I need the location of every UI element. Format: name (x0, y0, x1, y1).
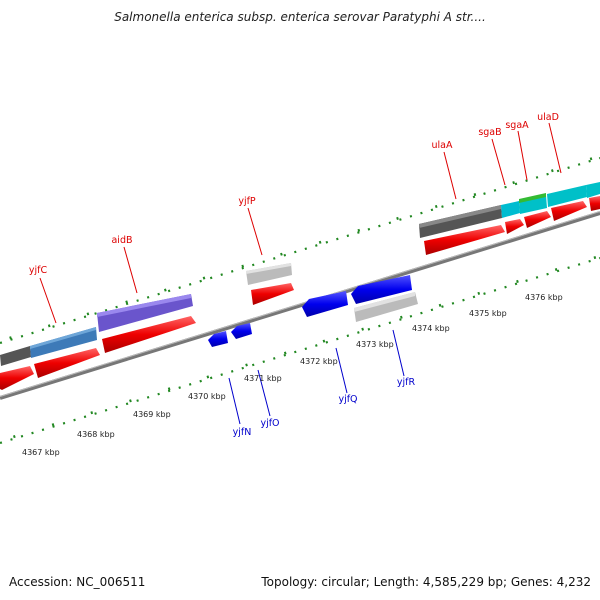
scale-label: 4376 kbp (525, 293, 563, 302)
gene-label-ulaA[interactable]: ulaA (432, 140, 453, 151)
cds-arrow-blue[interactable] (208, 331, 228, 347)
cds-arrow-red[interactable] (589, 196, 600, 211)
gene-block-grey-left[interactable] (0, 346, 31, 366)
cds-arrow-red[interactable] (505, 219, 524, 234)
scale-label: 4371 kbp (244, 374, 282, 383)
gene-label-yjfN[interactable]: yjfN (233, 427, 252, 438)
cds-arrow-red[interactable] (424, 225, 505, 255)
scale-label: 4369 kbp (133, 410, 171, 419)
gene-label-sgaA[interactable]: sgaA (505, 120, 529, 131)
accession-text: Accession: NC_006511 (9, 575, 146, 589)
gene-block-yjfC[interactable] (30, 327, 97, 358)
gene-block-yjfR-grey[interactable] (354, 292, 418, 322)
scale-label: 4368 kbp (77, 430, 115, 439)
gene-label-sgaB[interactable]: sgaB (478, 127, 501, 138)
cds-arrow-red[interactable] (0, 366, 34, 390)
scale-labels: 4367 kbp 4368 kbp 4369 kbp 4370 kbp 4371… (22, 293, 563, 457)
reverse-cds-track (208, 275, 412, 347)
scale-track-upper (0, 154, 600, 345)
gene-block-sgaB[interactable] (501, 201, 520, 218)
cds-arrow-red[interactable] (251, 283, 294, 305)
scale-track-lower (0, 254, 600, 445)
gene-block-yjfP-grey[interactable] (246, 263, 292, 285)
scale-label: 4375 kbp (469, 309, 507, 318)
forward-cds-track (0, 196, 600, 390)
gene-label-yjfR[interactable]: yjfR (397, 377, 416, 388)
cds-arrow-blue[interactable] (351, 275, 412, 304)
scale-label: 4372 kbp (300, 357, 338, 366)
genome-backbone (0, 211, 600, 400)
gene-labels: yjfC aidB yjfP ulaA sgaB sgaA ulaD yjfN … (29, 112, 559, 438)
gene-label-aidB[interactable]: aidB (111, 235, 132, 246)
scale-label: 4374 kbp (412, 324, 450, 333)
cds-arrow-red[interactable] (102, 316, 196, 353)
gene-label-yjfQ[interactable]: yjfQ (338, 394, 357, 405)
gene-label-yjfO[interactable]: yjfO (260, 418, 279, 429)
gene-block-right-edge[interactable] (586, 182, 600, 198)
label-leaders (39, 122, 562, 425)
major-ticks-lower (0, 254, 600, 443)
gene-block-aidB[interactable] (97, 294, 193, 332)
gene-block-ulaD[interactable] (547, 185, 587, 207)
topology-summary: Topology: circular; Length: 4,585,229 bp… (261, 575, 591, 589)
scale-label: 4373 kbp (356, 340, 394, 349)
cds-arrow-red[interactable] (551, 201, 587, 221)
gene-label-ulaD[interactable]: ulaD (537, 112, 559, 123)
cds-arrow-blue[interactable] (231, 323, 252, 339)
gene-label-yjfC[interactable]: yjfC (29, 265, 48, 276)
scale-label: 4370 kbp (188, 392, 226, 401)
map-title: Salmonella enterica subsp. enterica sero… (114, 10, 486, 24)
gene-label-yjfP[interactable]: yjfP (238, 196, 256, 207)
cds-arrow-blue[interactable] (302, 291, 348, 317)
scale-label: 4367 kbp (22, 448, 60, 457)
cds-arrow-red[interactable] (524, 211, 551, 228)
major-ticks-upper (0, 154, 600, 343)
cds-arrow-red[interactable] (34, 348, 100, 378)
